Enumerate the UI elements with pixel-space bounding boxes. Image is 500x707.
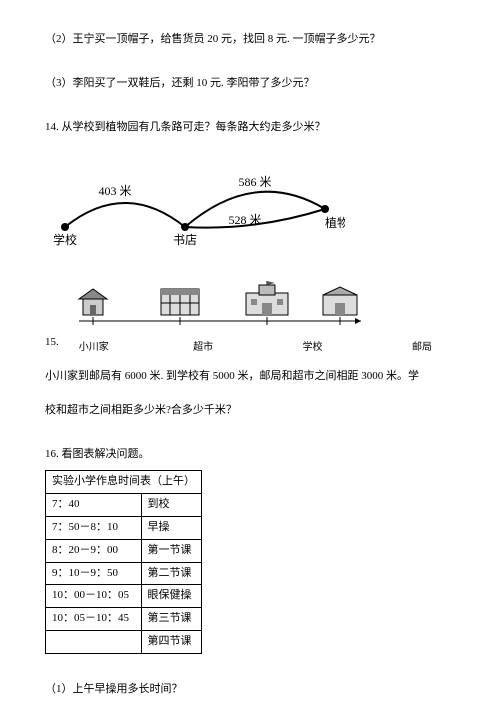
school-icon [246,281,288,315]
lbl-school: 学校 [53,232,77,247]
q15-num: 15. [45,333,59,357]
q3-text: （3）李阳买了一双鞋后，还剩 10 元. 李阳带了多少元？ [45,77,315,89]
q15-line1: 小川家到邮局有 6000 米. 到学校有 5000 米，邮局和超市之间相距 30… [45,367,455,387]
market-icon [161,289,199,315]
post-icon [323,287,357,315]
question-14: 14. 从学校到植物园有几条路可走？每条路大约走多少米？ 403 米 586 米… [45,118,455,258]
dist-c: 528 米 [228,213,261,227]
q15-diagram: 15. [45,281,455,357]
question-2: （2）王宁买一顶帽子，给售货员 20 元，找回 8 元. 一顶帽子多少元？ [45,30,455,50]
dist-a: 403 米 [98,184,131,198]
lbl-home: 小川家 [69,339,119,357]
table-row: 8：20－9：00第一节课 [46,539,202,562]
places-diagram [61,281,371,329]
route-diagram: 403 米 586 米 528 米 学校 书店 植物园 [45,149,345,249]
table-header: 实验小学作息时间表（上午） [46,471,202,494]
lbl-bookstore: 书店 [173,233,197,247]
lbl-school2: 学校 [288,339,338,357]
table-row: 第四节课 [46,630,202,653]
q15-labels: 小川家 超市 学校 邮局 [61,339,455,357]
q14-diagram: 403 米 586 米 528 米 学校 书店 植物园 [45,149,455,257]
q16-sub1: （1）上午早操用多长时间？ [45,680,455,700]
lbl-market: 超市 [178,339,228,357]
question-15: 15. [45,281,455,420]
q2-text: （2）王宁买一顶帽子，给售货员 20 元，找回 8 元. 一顶帽子多少元？ [45,33,381,45]
schedule-table: 实验小学作息时间表（上午） 7：40到校 7：50－8：10早操 8：20－9：… [45,470,202,653]
table-row: 9：10－9：50第二节课 [46,562,202,585]
table-row: 7：40到校 [46,494,202,517]
table-row: 10：05－10：45第三节课 [46,608,202,631]
table-row: 10：00－10：05眼保健操 [46,585,202,608]
q14-text: 14. 从学校到植物园有几条路可走？每条路大约走多少米？ [45,118,455,138]
question-16: 16. 看图表解决问题。 实验小学作息时间表（上午） 7：40到校 7：50－8… [45,445,455,700]
lbl-garden: 植物园 [325,215,345,230]
q16-title: 16. 看图表解决问题。 [45,445,455,465]
question-3: （3）李阳买了一双鞋后，还剩 10 元. 李阳带了多少元？ [45,74,455,94]
dist-b: 586 米 [238,175,271,189]
lbl-post: 邮局 [397,339,447,357]
home-icon [79,289,107,315]
q15-line2: 校和超市之间相距多少米?合多少千米？ [45,401,455,421]
table-row: 7：50－8：10早操 [46,516,202,539]
